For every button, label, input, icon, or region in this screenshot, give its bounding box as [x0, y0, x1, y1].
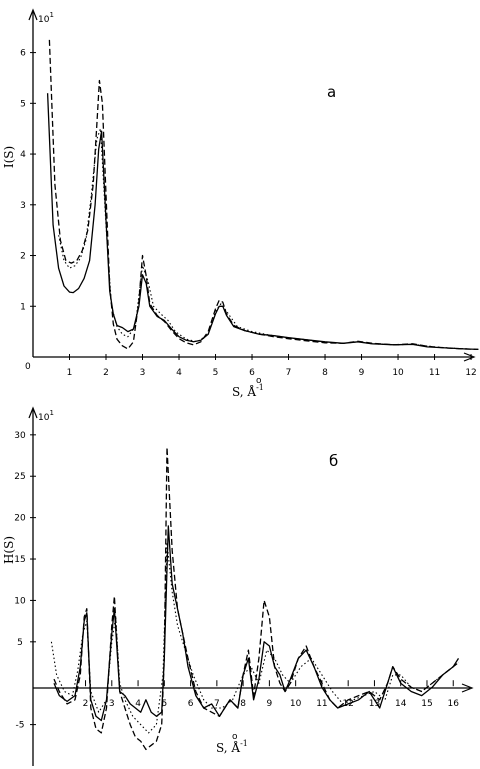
chart-a-x-label: S, Å-1: [232, 383, 264, 399]
chart-a-series: [46, 39, 479, 351]
chart-b-y-tick-label: 5: [17, 638, 23, 648]
chart-b-y-tick-label: 20: [14, 514, 26, 524]
chart-a-y-tick-label: 4: [20, 150, 26, 160]
chart-a-y-arrow: [28, 8, 38, 21]
chart-a-x-tick-label: 3: [140, 368, 146, 378]
chart-a-origin-label: 0: [25, 362, 31, 372]
chart-a-x-tick-label: 4: [176, 368, 182, 378]
chart-b-series-dotted-line: [50, 541, 459, 734]
chart-b-x-tick-label: 4: [135, 699, 141, 709]
chart-b-y-tick-label: 15: [14, 555, 25, 565]
chart-b-y-arrow: [28, 406, 38, 419]
chart-b-x-label: S, Å-1: [216, 739, 248, 755]
chart-a-y-tick-label: 2: [20, 252, 26, 262]
chart-b-x-tick-label: 11: [316, 699, 327, 709]
chart-a-y-label: I(S): [2, 146, 16, 168]
chart-b-x-tick-label: 15: [421, 699, 432, 709]
chart-a-series-dashed-line: [48, 39, 479, 351]
chart-a-x-tick-label: 1: [67, 368, 73, 378]
chart-a-x-tick-label: 10: [392, 368, 404, 378]
chart-b-y-tick-label: 25: [14, 472, 25, 482]
chart-b-x-arrow: [461, 683, 474, 693]
chart-b-series-dashed-line: [53, 446, 459, 751]
chart-b-panel-label: б: [329, 452, 338, 470]
chart-a-x-label-ring: o: [256, 376, 262, 386]
chart-b-x-tick-label: 7: [214, 699, 220, 709]
chart-a-x-tick-label: 12: [465, 368, 476, 378]
chart-b-x-tick-label: 5: [161, 699, 167, 709]
chart-b-axes: [28, 406, 474, 766]
chart-b: 101 H(S) S, Å-1 o б 2 3 4 5 6 7 8 9 10 11 12 13 14 15…: [2, 406, 474, 766]
chart-b-x-tick-label: 2: [83, 699, 89, 709]
chart-b-x-tick-label: 16: [448, 699, 460, 709]
chart-a-x-tick-label: 5: [213, 368, 219, 378]
chart-a-x-tick-label: 2: [103, 368, 109, 378]
chart-a-y-tick-label: 5: [20, 99, 26, 109]
chart-b-multiplier: 101: [38, 409, 54, 423]
chart-a-x-tick-label: 11: [429, 368, 440, 378]
chart-a-x-tick-label: 9: [359, 368, 365, 378]
chart-b-y-label: H(S): [2, 536, 16, 564]
chart-a-y-tick-label: 1: [20, 302, 26, 312]
chart-b-y-tick-label: 10: [14, 596, 26, 606]
chart-b-x-tick-label: 8: [240, 699, 246, 709]
chart-b-x-tick-label: 14: [395, 699, 407, 709]
chart-b-x-tick-label: 6: [188, 699, 194, 709]
chart-a-series-dotted-line: [58, 128, 479, 350]
chart-a-x-arrow: [463, 352, 476, 362]
chart-b-y-tick-label: -5: [16, 721, 25, 731]
chart-a-panel-label: a: [327, 83, 336, 101]
chart-b-x-tick-label: 9: [267, 699, 273, 709]
chart-b-x-label-ring: o: [232, 732, 238, 742]
chart-b-y-tick-label: 30: [14, 431, 26, 441]
chart-a-y-tick-label: 6: [20, 49, 26, 59]
chart-a-x-tick-label: 8: [322, 368, 328, 378]
chart-a-y-tick-label: 3: [20, 201, 26, 211]
chart-a-x-tick-label: 7: [286, 368, 292, 378]
chart-b-x-tick-label: 13: [369, 699, 380, 709]
chart-a: 101 I(S) S, Å-1 o a 0 1 2 3 4 5 6 7 8 9 10 11 12123…: [2, 8, 479, 399]
chart-b-x-tick-label: 10: [290, 699, 302, 709]
chart-a-multiplier: 101: [38, 11, 54, 25]
chart-b-series: [50, 446, 460, 751]
chart-a-series-solid-line: [46, 93, 479, 351]
chart-b-x-tick-label: 3: [109, 699, 115, 709]
chart-a-x-tick-label: 6: [249, 368, 255, 378]
